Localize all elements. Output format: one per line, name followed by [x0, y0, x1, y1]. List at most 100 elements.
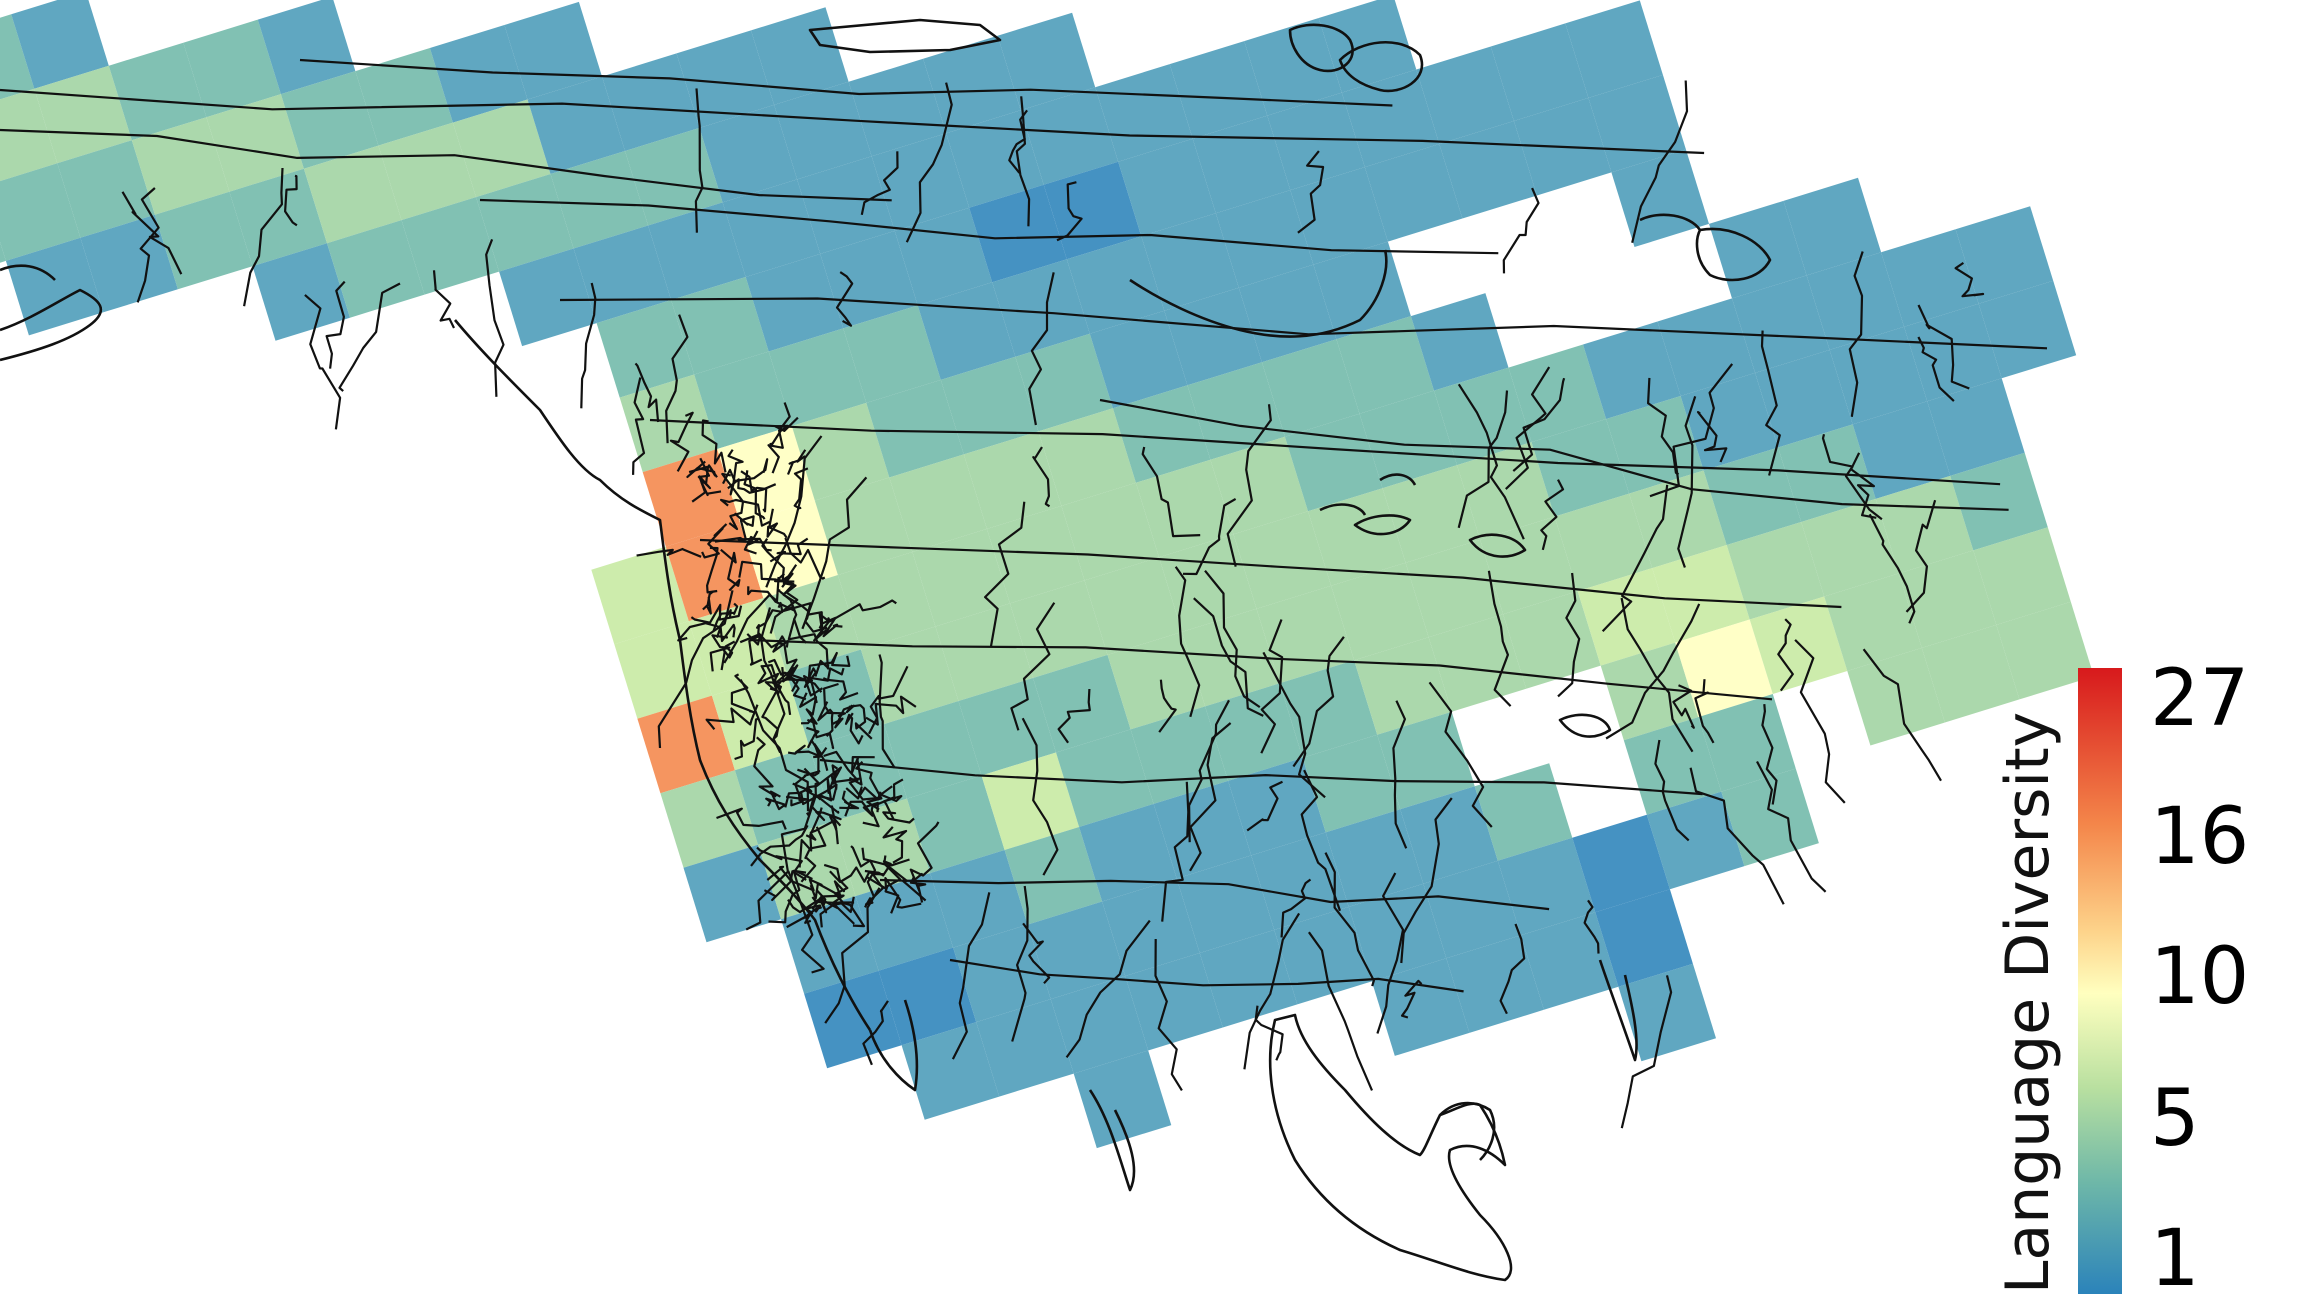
grid-cell — [992, 259, 1090, 357]
language-boundary — [949, 958, 1464, 993]
language-boundary — [1649, 363, 1734, 498]
language-boundary — [868, 665, 909, 735]
language-boundary — [831, 704, 855, 729]
grid-cell — [832, 798, 931, 897]
language-boundary — [1376, 872, 1405, 1034]
language-boundary — [801, 476, 868, 630]
grid-cell — [1210, 436, 1308, 535]
grid-cell — [429, 25, 528, 123]
grid-cell — [722, 179, 821, 277]
grid-cell — [855, 873, 954, 971]
language-boundary — [706, 546, 719, 594]
grid-cell — [860, 626, 959, 725]
language-boundary — [878, 654, 896, 769]
grid-cell — [355, 48, 453, 146]
language-boundary — [1011, 885, 1029, 1042]
grid-cell — [1382, 465, 1481, 563]
language-boundary — [733, 512, 755, 540]
language-boundary — [807, 651, 851, 678]
grid-cell — [1572, 814, 1670, 913]
language-boundary — [1905, 499, 1937, 613]
grid-cell — [923, 35, 1021, 134]
language-boundary — [1694, 679, 1715, 744]
language-boundary — [1021, 717, 1059, 876]
language-boundary — [1260, 619, 1284, 754]
grid-cell — [1847, 647, 1945, 746]
language-boundary — [1917, 336, 1955, 402]
language-boundary — [701, 523, 728, 559]
grid-cell — [1423, 860, 1521, 959]
language-boundary — [720, 498, 771, 527]
grid-cell — [108, 42, 207, 141]
language-boundary — [1193, 597, 1264, 717]
grid-cell — [1228, 757, 1326, 856]
language-boundary — [739, 678, 810, 812]
grid-cell — [1652, 545, 1750, 643]
grid-cell — [1215, 190, 1314, 288]
grid-cell — [699, 104, 798, 203]
grid-cell — [1611, 149, 1709, 247]
language-boundary — [1297, 150, 1325, 234]
grid-cell — [1302, 734, 1401, 833]
language-boundary — [712, 602, 739, 632]
language-boundary — [764, 676, 791, 691]
language-boundary — [823, 682, 847, 718]
grid-cell — [889, 454, 987, 552]
language-boundary — [121, 191, 183, 275]
grid-cell — [1955, 206, 2054, 304]
grid-cell — [953, 924, 1051, 1023]
language-boundary — [1761, 704, 1778, 805]
grid-cell — [401, 197, 500, 295]
language-boundary — [1174, 566, 1201, 718]
grid-cell — [378, 122, 476, 221]
language-boundary — [855, 760, 883, 811]
language-boundary — [701, 419, 727, 473]
grid-cell — [1331, 562, 1429, 661]
language-boundary — [1487, 570, 1512, 707]
language-boundaries — [0, 58, 2048, 1129]
grid-cell — [683, 844, 781, 943]
language-boundary — [1182, 497, 1237, 576]
grid-cell — [1416, 46, 1514, 144]
grid-cell — [1318, 0, 1417, 93]
language-boundary — [694, 88, 704, 233]
grid-cell — [1600, 642, 1699, 741]
grid-cell — [0, 241, 6, 263]
language-boundary — [727, 449, 744, 496]
language-boundary — [808, 611, 831, 642]
grid-cell — [997, 12, 1096, 111]
language-boundary — [951, 892, 991, 1060]
language-boundary — [1188, 699, 1230, 843]
language-boundary — [738, 560, 795, 583]
language-boundary — [750, 824, 809, 867]
grid-cell — [1348, 883, 1447, 982]
language-boundary — [136, 187, 160, 303]
grid-cell — [1004, 827, 1103, 925]
language-boundary — [766, 865, 807, 882]
grid-cell — [476, 174, 574, 272]
language-boundary — [665, 314, 689, 444]
language-boundary — [803, 767, 840, 814]
language-boundary — [766, 508, 788, 539]
language-boundary — [1647, 377, 1680, 476]
colorbar-tick-27: 27 — [2150, 654, 2250, 744]
language-boundary — [767, 658, 823, 693]
language-boundary — [749, 638, 1773, 701]
grid-cell — [280, 71, 379, 169]
language-boundary — [1028, 272, 1055, 426]
grid-cell — [1881, 229, 1979, 327]
grid-cell — [0, 163, 81, 261]
language-boundary — [757, 632, 789, 653]
grid-cell — [1531, 419, 1630, 517]
language-boundary — [632, 377, 646, 475]
grid-cell — [1950, 452, 2048, 551]
language-boundary — [879, 878, 1550, 911]
grid-cell — [57, 140, 155, 238]
language-boundary — [1540, 479, 1565, 551]
language-boundary — [716, 807, 787, 830]
grid-cell — [1508, 344, 1607, 443]
language-boundary — [1631, 80, 1689, 244]
language-boundary — [705, 704, 759, 730]
grid-cell — [1182, 608, 1280, 707]
